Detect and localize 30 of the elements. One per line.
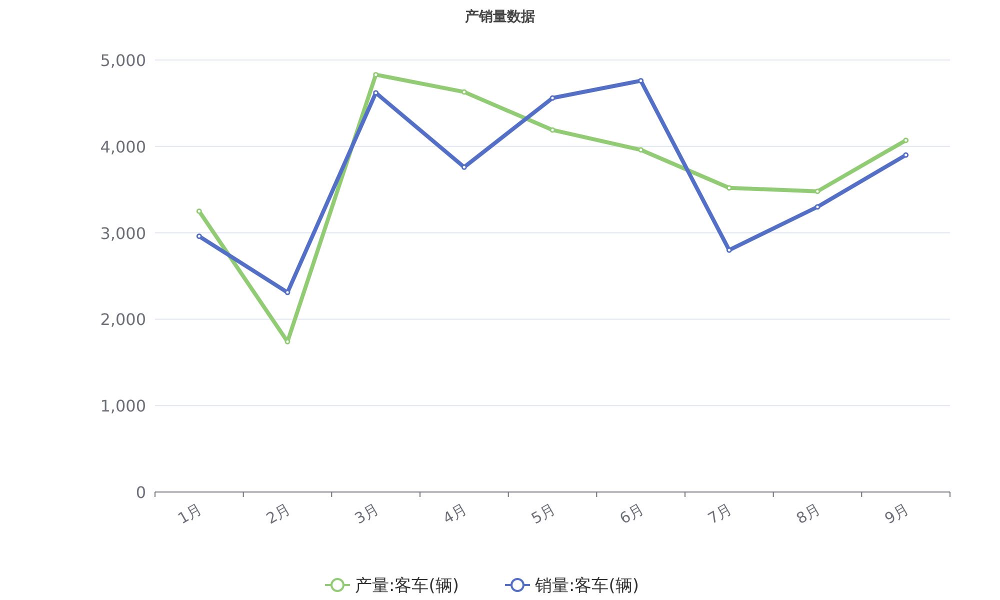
point	[196, 208, 202, 214]
point	[726, 185, 732, 191]
legend-label: 销量:客车(辆)	[534, 576, 639, 596]
x-tick-label: 7月	[704, 500, 736, 528]
point	[550, 127, 556, 133]
x-tick-label: 4月	[440, 500, 470, 528]
chart-title: 产销量数据	[464, 8, 535, 25]
y-tick-label: 5,000	[100, 51, 146, 70]
x-tick-label: 5月	[528, 500, 558, 528]
point	[903, 152, 909, 158]
x-tick-label: 2月	[263, 500, 294, 528]
point	[461, 164, 467, 170]
point	[550, 95, 556, 101]
point	[638, 147, 644, 153]
point	[373, 72, 379, 78]
y-tick-label: 1,000	[100, 396, 146, 416]
point	[903, 138, 909, 144]
point	[638, 78, 644, 84]
y-tick-label: 2,000	[100, 310, 146, 330]
x-tick-label: 9月	[882, 500, 912, 528]
x-tick-label: 3月	[352, 500, 382, 528]
y-tick-label: 4,000	[100, 137, 146, 156]
x-tick-label: 1月	[174, 500, 206, 528]
x-tick-label: 6月	[616, 500, 647, 528]
point	[814, 204, 820, 210]
point	[196, 234, 202, 240]
y-tick-label: 0	[136, 483, 146, 502]
legend-label: 产量:客车(辆)	[355, 576, 459, 596]
x-tick-label: 8月	[793, 500, 824, 528]
y-tick-label: 3,000	[100, 224, 146, 243]
